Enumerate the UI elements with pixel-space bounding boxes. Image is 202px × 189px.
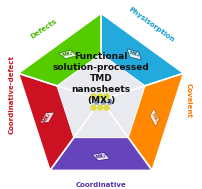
- Polygon shape: [18, 73, 101, 170]
- Polygon shape: [50, 100, 152, 170]
- Text: Physisorption: Physisorption: [127, 6, 175, 43]
- Text: Coordinative: Coordinative: [76, 182, 126, 188]
- Text: MX₂: MX₂: [42, 112, 52, 124]
- Text: Functional
solution-processed
TMD
nanosheets
(MX₂): Functional solution-processed TMD nanosh…: [53, 52, 149, 105]
- Circle shape: [104, 105, 109, 110]
- Polygon shape: [101, 13, 184, 100]
- Polygon shape: [127, 49, 141, 60]
- Circle shape: [98, 105, 102, 110]
- Polygon shape: [59, 50, 77, 59]
- Polygon shape: [40, 112, 55, 123]
- Text: Covalent: Covalent: [186, 83, 192, 118]
- Circle shape: [104, 94, 109, 99]
- Polygon shape: [101, 73, 184, 170]
- Circle shape: [95, 100, 99, 104]
- Text: Defects: Defects: [29, 18, 58, 40]
- Text: Coordinative-defect: Coordinative-defect: [9, 55, 15, 134]
- Circle shape: [101, 100, 105, 104]
- Circle shape: [91, 105, 96, 110]
- Text: MX₂: MX₂: [95, 153, 107, 160]
- Circle shape: [91, 94, 96, 99]
- Polygon shape: [57, 54, 145, 138]
- Polygon shape: [92, 153, 110, 161]
- Circle shape: [98, 94, 102, 99]
- Text: MX₂: MX₂: [128, 51, 140, 58]
- Circle shape: [108, 100, 112, 104]
- Text: MX₂: MX₂: [150, 112, 160, 124]
- Text: MX₂: MX₂: [62, 51, 74, 58]
- Polygon shape: [150, 108, 160, 127]
- Polygon shape: [18, 13, 101, 100]
